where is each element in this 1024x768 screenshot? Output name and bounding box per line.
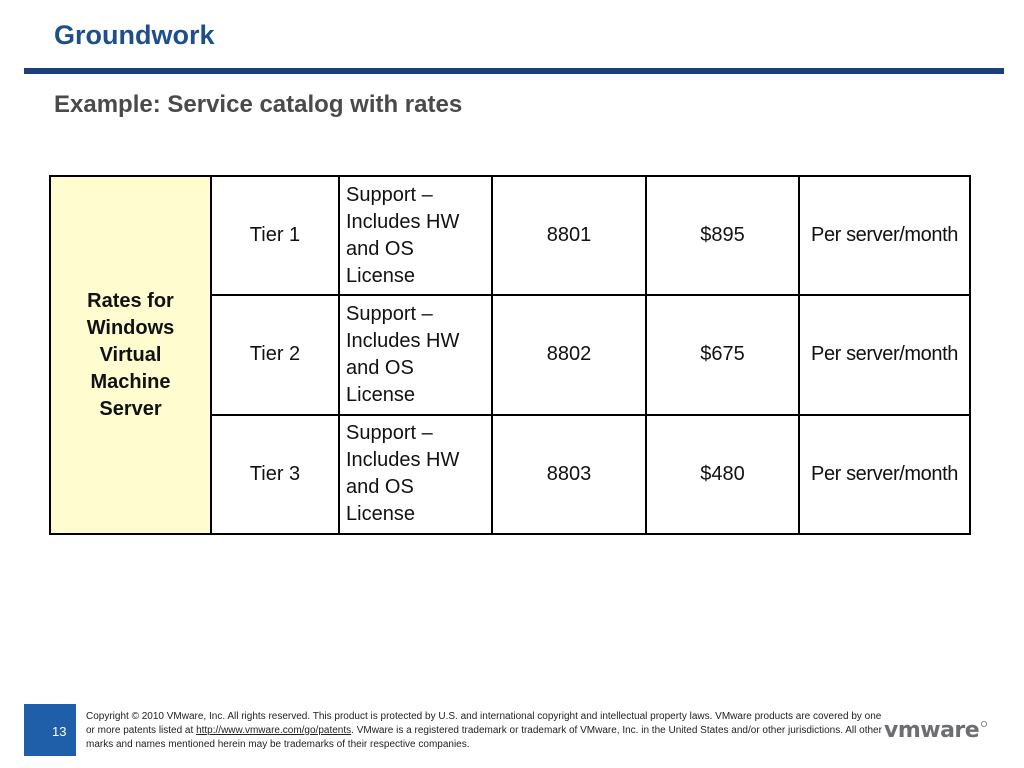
copyright-notice: Copyright © 2010 VMware, Inc. All rights… [86, 710, 886, 752]
rate-cell: $480 [645, 413, 800, 536]
title-divider [24, 68, 1004, 74]
rate-cell: $895 [645, 174, 800, 297]
unit-cell: Per server/month [798, 413, 971, 536]
description-cell: Support – Includes HW and OS License [338, 294, 493, 416]
unit-cell: Per server/month [798, 294, 971, 416]
code-cell: 8801 [491, 174, 647, 297]
code-cell: 8802 [491, 294, 647, 416]
slide-subtitle: Example: Service catalog with rates [54, 91, 463, 118]
unit-cell: Per server/month [798, 174, 971, 297]
table-row: Rates for Windows Virtual Machine Server… [49, 174, 971, 535]
tier-cell: Tier 3 [210, 413, 340, 536]
vmware-logo-text: vmware [884, 718, 979, 743]
tier-cell: Tier 2 [210, 294, 340, 416]
vmware-logo-mark: vmware [884, 718, 988, 743]
patents-link[interactable]: http://www.vmware.com/go/patents [196, 725, 352, 736]
description-cell: Support – Includes HW and OS License [338, 413, 493, 536]
slide-title: Groundwork [54, 20, 215, 50]
page-number: 13 [52, 724, 67, 739]
description-cell: Support – Includes HW and OS License [338, 174, 493, 297]
code-cell: 8803 [491, 413, 647, 536]
table-row: Tier 2 Support – Includes HW and OS Lice… [50, 294, 971, 416]
copyright-text-2: . VMware is a registered trademark or tr… [86, 725, 882, 750]
slide-footer [24, 704, 1004, 756]
tier-cell: Tier 1 [210, 174, 340, 297]
rate-cell: $675 [645, 294, 800, 416]
vmware-logo: vmware [884, 717, 990, 748]
rates-table: Rates for Windows Virtual Machine Server… [49, 174, 971, 536]
copyright-text-1: Copyright © 2010 VMware, Inc. All rights… [86, 711, 882, 736]
service-catalog: Rates for Windows Virtual Machine Server… [49, 174, 971, 536]
category-cell: Rates for Windows Virtual Machine Server [49, 175, 212, 535]
page-number-bar [24, 704, 76, 756]
table-row: Tier 3 Support – Includes HW and OS Lice… [50, 413, 971, 536]
